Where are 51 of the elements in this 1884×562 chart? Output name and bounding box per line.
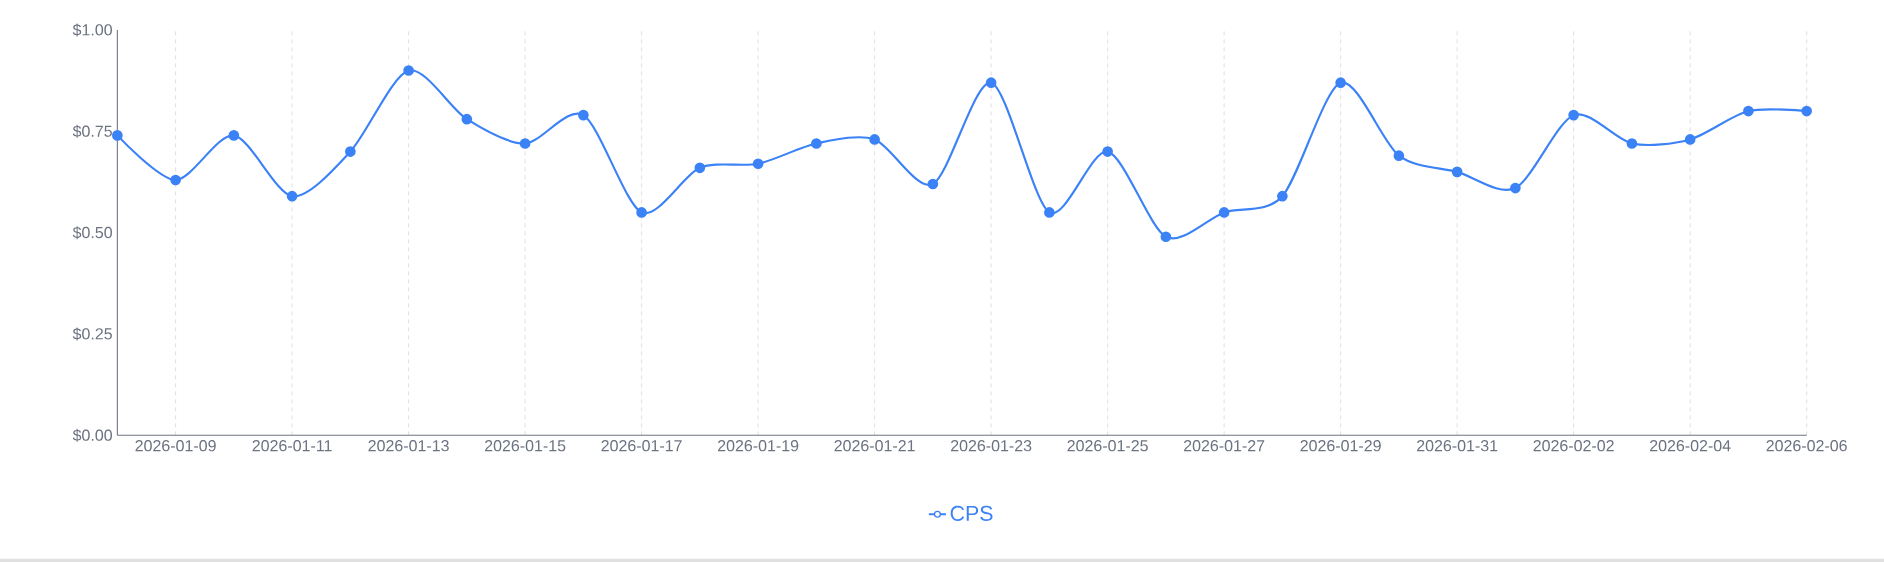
point	[1743, 105, 1754, 117]
x-tick-label: 2026-01-17	[601, 440, 682, 452]
y-tick-label: $0.50	[72, 226, 113, 240]
point	[1335, 77, 1346, 89]
point	[636, 207, 647, 218]
point	[1568, 109, 1579, 121]
point	[228, 130, 240, 141]
x-tick-label: 2026-01-13	[368, 440, 449, 452]
point	[1393, 150, 1405, 161]
point	[1218, 207, 1230, 218]
x-tick-label: 2026-01-29	[1300, 440, 1381, 452]
point	[985, 77, 997, 89]
point	[1801, 105, 1812, 117]
x-tick-label: 2026-01-19	[717, 440, 799, 452]
x-tick-label: 2026-01-25	[1067, 440, 1148, 452]
point	[112, 130, 123, 141]
x-tick-label: 2026-01-21	[834, 440, 915, 452]
point	[752, 158, 764, 170]
legend-label: CPS	[950, 505, 993, 521]
point	[1277, 190, 1288, 202]
x-tick-label: 2026-01-31	[1417, 440, 1498, 452]
point	[461, 113, 473, 125]
y-tick-label: $0.75	[72, 124, 112, 138]
point	[1102, 146, 1113, 157]
x-tick-label: 2026-02-02	[1533, 440, 1614, 452]
x-tick-label: 2026-01-11	[252, 440, 332, 452]
point	[170, 174, 181, 186]
point	[1510, 182, 1521, 194]
x-tick-label: 2026-02-06	[1766, 440, 1847, 452]
x-tick-label: 2026-02-04	[1650, 440, 1731, 452]
x-tick-label: 2026-01-15	[484, 440, 566, 452]
point	[578, 109, 589, 121]
point	[1451, 166, 1463, 178]
point	[694, 162, 706, 174]
point	[345, 146, 356, 157]
point	[1626, 138, 1638, 149]
point	[927, 178, 939, 190]
x-tick-label: 2026-01-27	[1184, 440, 1265, 452]
y-tick-label: $1.00	[72, 23, 113, 37]
point	[286, 190, 298, 202]
point	[403, 65, 414, 76]
point	[519, 138, 531, 149]
point	[1160, 231, 1172, 243]
point	[1684, 134, 1696, 145]
x-tick-label: 2026-01-09	[135, 440, 216, 452]
y-tick-label: $0.25	[72, 327, 112, 341]
point	[811, 138, 822, 149]
y-tick-label: $0.00	[72, 428, 113, 442]
point	[869, 134, 880, 145]
x-tick-label: 2026-01-23	[951, 440, 1032, 452]
point	[1044, 207, 1055, 218]
